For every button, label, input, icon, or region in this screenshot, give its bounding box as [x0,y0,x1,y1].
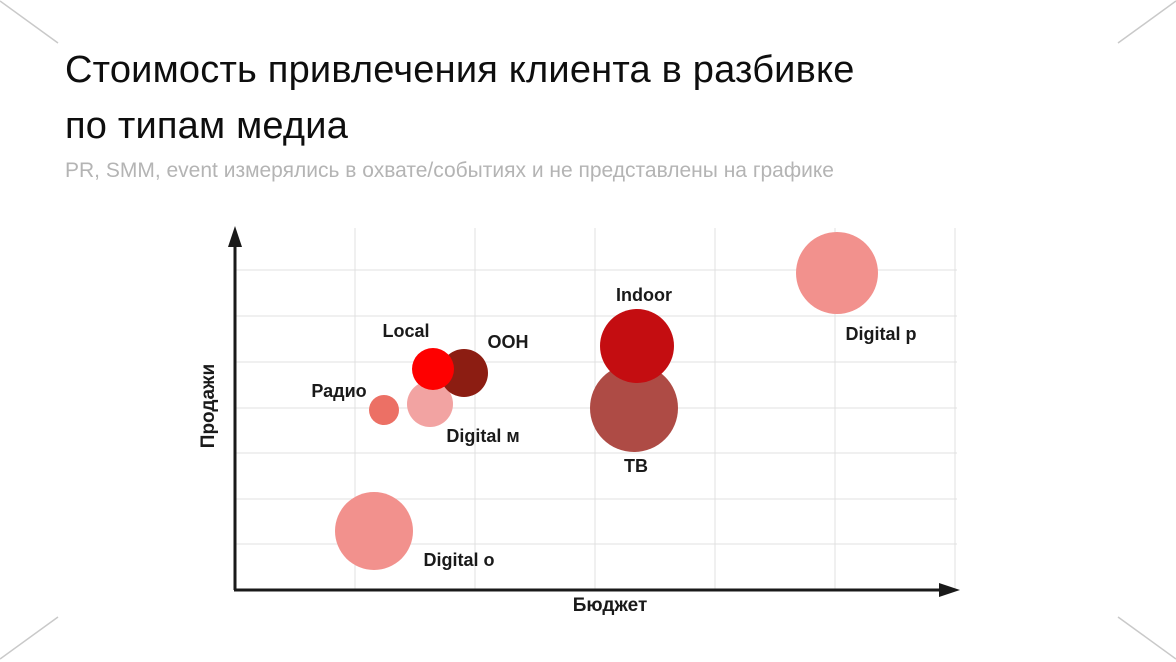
slide-subtitle: PR, SMM, event измерялись в охвате/событ… [65,159,834,182]
bubble-ТВ [590,364,678,452]
bubble-label-Digital м: Digital м [446,426,519,446]
bubble-Local [412,348,454,390]
x-axis-title: Бюджет [573,595,648,616]
bubble-label-Local: Local [382,321,429,341]
bubble-label-ТВ: ТВ [624,456,648,476]
bubble-label-Indoor: Indoor [616,285,672,305]
page-title: Стоимость привлечения клиента в разбивке… [65,42,855,154]
x-axis-arrow-icon [939,583,960,597]
title-line-2: по типам медиа [65,105,349,147]
title-line-1: Стоимость привлечения клиента в разбивке [65,49,855,91]
y-axis-arrow-icon [228,226,242,247]
bubble-label-Digital p: Digital p [846,324,917,344]
bubble-Indoor [600,309,674,383]
bubble-label-Радио: Радио [311,381,366,401]
bubble-Digital м [407,381,453,427]
bubble-label-OOH: OOH [487,332,528,352]
bubble-Digital o [335,492,413,570]
bubble-Digital p [796,232,878,314]
bubble-label-Digital o: Digital o [424,550,495,570]
bubble-Радио [369,395,399,425]
y-axis-title: Продажи [198,364,219,448]
